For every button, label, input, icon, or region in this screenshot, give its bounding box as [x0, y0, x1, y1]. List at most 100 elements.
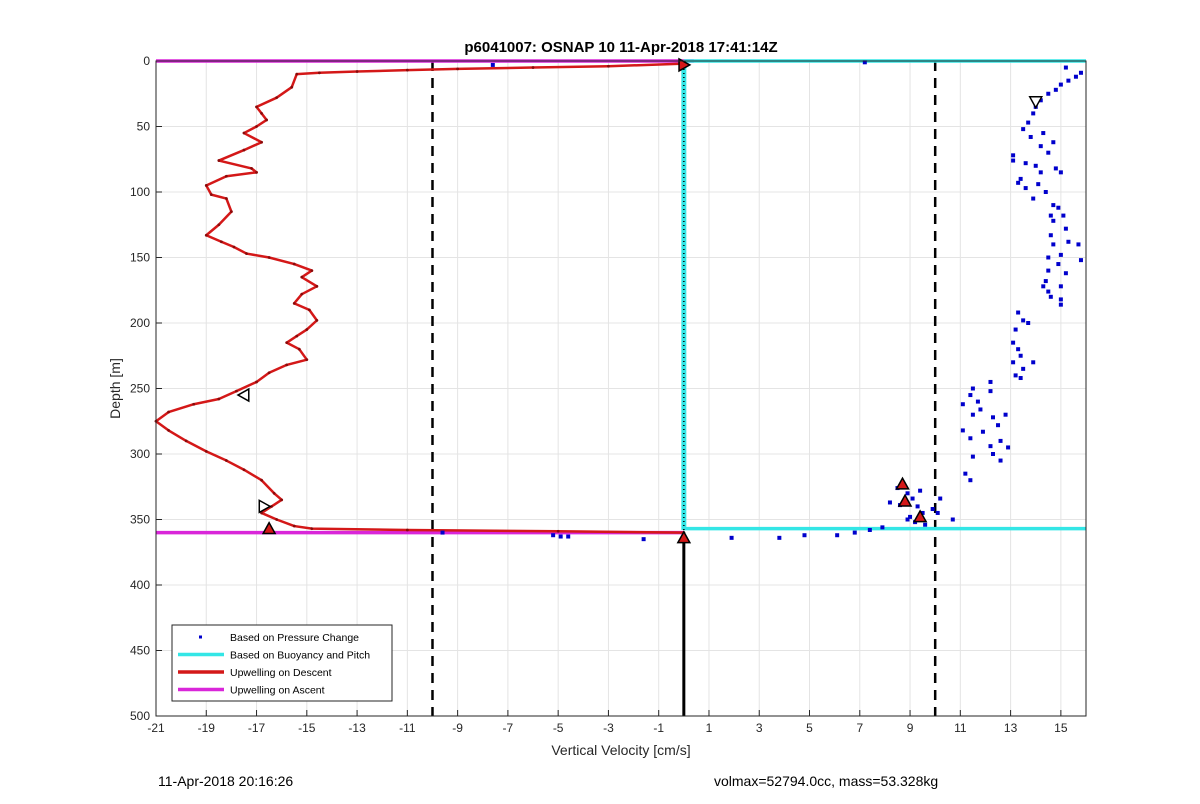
- x-tick-label: -15: [298, 721, 316, 735]
- descent-point: [204, 233, 208, 237]
- descent-point: [250, 167, 253, 170]
- descent-point: [290, 85, 294, 89]
- descent-point: [295, 334, 299, 338]
- descent-point: [300, 275, 304, 279]
- descent-point: [217, 397, 221, 401]
- pressure-point: [978, 407, 983, 412]
- y-tick-label: 50: [137, 120, 151, 134]
- pressure-point: [1046, 91, 1051, 96]
- y-axis-label: Depth [m]: [107, 358, 123, 419]
- pressure-point: [1051, 242, 1056, 247]
- legend-label: Based on Pressure Change: [230, 632, 359, 644]
- pressure-point: [1046, 268, 1051, 273]
- pressure-point: [950, 517, 955, 522]
- x-tick-label: -5: [553, 721, 564, 735]
- descent-point: [275, 96, 279, 100]
- descent-point: [310, 527, 314, 531]
- descent-point: [285, 341, 289, 345]
- descent-point: [167, 429, 170, 432]
- y-tick-label: 200: [130, 316, 150, 330]
- pressure-point: [910, 496, 915, 501]
- descent-point: [285, 363, 289, 367]
- pressure-point: [968, 436, 973, 441]
- pressure-point: [1023, 186, 1028, 191]
- footer-stats: volmax=52794.0cc, mass=53.328kg: [714, 773, 939, 789]
- descent-point: [295, 72, 299, 76]
- pressure-point: [905, 491, 910, 496]
- descent-point: [292, 301, 296, 305]
- markers-layer: [236, 57, 1044, 544]
- pressure-point: [1016, 347, 1021, 352]
- pressure-point: [1058, 252, 1063, 257]
- x-tick-label: -3: [603, 721, 614, 735]
- descent-point: [292, 262, 296, 266]
- marker-triangle-up: [912, 509, 928, 523]
- pressure-point: [1073, 74, 1078, 79]
- descent-point: [315, 318, 319, 322]
- descent-point: [235, 389, 238, 393]
- pressure-point: [1036, 182, 1041, 187]
- y-tick-label: 0: [143, 54, 150, 68]
- pressure-point: [490, 62, 495, 67]
- pressure-point: [918, 488, 923, 493]
- pressure-point: [963, 471, 968, 476]
- pressure-point: [1053, 87, 1058, 92]
- pressure-point: [1026, 321, 1031, 325]
- pressure-point: [1046, 150, 1051, 155]
- descent-point: [260, 478, 263, 482]
- pressure-point: [1046, 255, 1051, 260]
- pressure-point: [1031, 196, 1036, 201]
- pressure-point: [1016, 310, 1021, 315]
- descent-point: [267, 371, 271, 375]
- descent-point: [224, 197, 228, 200]
- pressure-point: [1053, 166, 1058, 171]
- x-tick-label: 15: [1054, 721, 1068, 735]
- pressure-point: [970, 454, 975, 459]
- x-tick-label: 11: [954, 721, 967, 735]
- descent-point: [230, 210, 233, 214]
- pressure-point: [1046, 289, 1051, 294]
- descent-point: [209, 193, 213, 197]
- legend-swatch-dot: [199, 635, 202, 639]
- y-tick-label: 150: [130, 251, 150, 265]
- descent-point: [217, 223, 221, 227]
- descent-point: [292, 524, 296, 528]
- pressure-point: [1038, 170, 1043, 175]
- pressure-point: [968, 478, 973, 483]
- descent-point: [204, 184, 208, 187]
- x-tick-label: -19: [198, 721, 216, 735]
- pressure-point: [1058, 297, 1063, 302]
- chart-title: p6041007: OSNAP 10 11-Apr-2018 17:41:14Z: [464, 39, 777, 56]
- pressure-point: [1048, 233, 1053, 238]
- descent-point: [217, 159, 221, 162]
- descent-point: [405, 528, 409, 532]
- pressure-point: [1051, 203, 1056, 208]
- pressure-point: [1021, 318, 1026, 323]
- pressure-point: [1051, 140, 1056, 145]
- pressure-point: [1011, 158, 1016, 163]
- marker-triangle-up: [897, 493, 913, 507]
- pressure-point: [1061, 213, 1066, 218]
- x-axis-label: Vertical Velocity [cm/s]: [551, 742, 690, 758]
- marker-triangle-left: [236, 387, 250, 403]
- pressure-point: [1056, 205, 1061, 210]
- y-tick-label: 450: [130, 644, 150, 658]
- x-tick-label: 1: [706, 721, 713, 735]
- marker-triangle-up: [261, 521, 277, 535]
- marker-triangle-up: [895, 476, 910, 490]
- legend: Based on Pressure Change Based on Buoyanc…: [171, 624, 393, 702]
- descent-point: [260, 112, 263, 115]
- pressure-point: [1056, 262, 1061, 267]
- pressure-point: [980, 429, 985, 434]
- pressure-point: [920, 510, 925, 515]
- pressure-point: [960, 402, 965, 407]
- descent-point: [242, 468, 246, 472]
- pressure-point: [998, 458, 1003, 463]
- descent-point: [355, 70, 359, 73]
- descent-point: [300, 292, 304, 296]
- x-tick-label: 7: [856, 721, 863, 735]
- descent-point: [607, 64, 610, 68]
- descent-point: [167, 410, 170, 414]
- pressure-point: [1038, 144, 1043, 149]
- pressure-point: [1011, 360, 1016, 365]
